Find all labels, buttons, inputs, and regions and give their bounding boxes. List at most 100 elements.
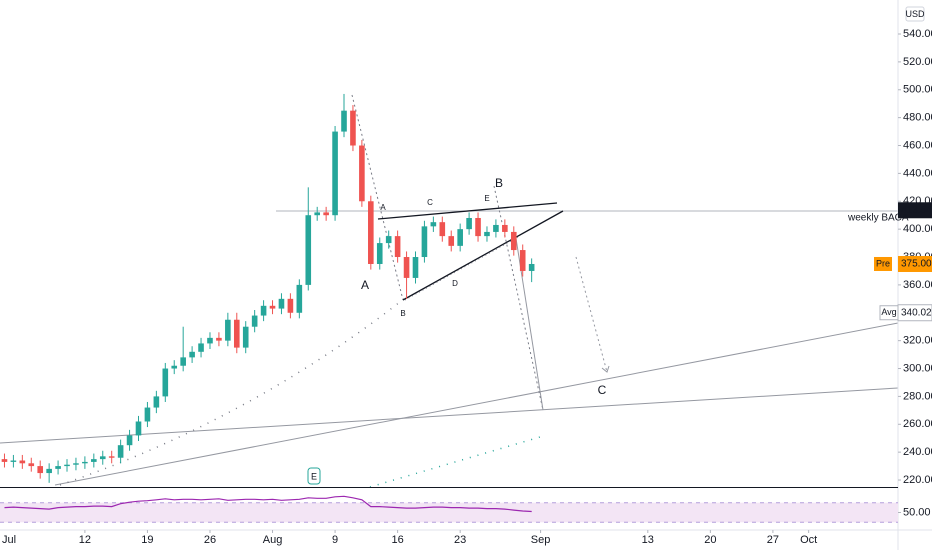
candle-body [323,212,329,216]
candle-body [10,460,17,462]
x-tick-label: 26 [204,534,216,546]
candle-body [144,407,151,422]
candle-body [28,463,35,467]
y-tick-label: 540.00 [903,28,932,40]
triangle-line [402,210,564,301]
price-tag-box [898,255,932,272]
annotation: B [495,176,503,190]
candle-body [332,131,338,216]
candle-body [466,217,472,230]
candle-body [475,217,481,237]
candle-body [19,460,26,464]
candle-body [341,110,347,132]
candle-body [233,319,240,348]
candle-body [64,464,70,467]
candle-body [305,215,312,285]
y-tick-label: 460.00 [903,139,932,151]
drawings [0,94,898,487]
annotation: D [452,279,458,288]
candle-body [135,421,142,436]
y-tick-label: 320.00 [903,335,932,347]
x-tick-label: 20 [704,534,716,546]
currency-box[interactable] [905,6,925,22]
candle-body [394,236,401,258]
candle-body [126,435,133,446]
x-tick-label: 27 [767,534,779,546]
price-tag-label: 413.54 [901,205,932,216]
annotation: A [380,203,386,212]
annotation: B [400,309,405,318]
trend-line [54,322,898,486]
annotation: C [598,383,607,397]
candle-body [314,212,321,216]
candle-body [216,337,222,341]
indicator-tick-label: 50.00 [903,506,931,518]
candle-body [502,224,508,232]
candle-body [457,229,463,246]
candle-body [46,468,52,474]
y-tick-label: 300.00 [903,362,932,374]
candle-body [162,368,169,397]
candle-body [1,459,8,462]
annotation: C [427,198,433,207]
y-tick-label: 440.00 [903,167,932,179]
candle-body [403,257,410,278]
currency[interactable]: USD [905,9,925,19]
y-tick-label: 480.00 [903,112,932,124]
candle-body [55,466,61,469]
y-tick-label: 400.00 [903,223,932,235]
candle-body [484,231,490,237]
candle-body [269,305,276,309]
candle-body [225,319,231,341]
x-tick-label: Jul [2,534,16,546]
y-tick-label: 280.00 [903,390,932,402]
candle-body [385,236,392,244]
y-tick-label: 220.00 [903,474,932,486]
x-tick-label: Aug [263,534,283,546]
candle-body [198,343,204,352]
candle-body [37,466,44,474]
candle-body [278,298,285,309]
price-tag-tag: Pre [876,258,890,268]
y-tick-label: 500.00 [903,84,932,96]
candle-body [448,236,455,246]
indicator-band [0,502,898,523]
projection-arrow [575,256,608,373]
event-icon[interactable] [307,467,321,485]
candle-body [189,351,195,358]
y-tick-label: 260.00 [903,418,932,430]
candle-body [368,201,374,264]
candle-body [359,145,365,202]
candle-body [260,305,267,316]
dotted-path [351,94,404,301]
y-tick-label: 360.00 [903,279,932,291]
candle-body [117,445,124,458]
candle-body [528,263,535,271]
x-tick-label: 9 [332,534,338,546]
candles [1,93,535,483]
x-tick-label: 23 [454,534,466,546]
candle-body [430,222,437,227]
candle-body [251,315,258,327]
candle-body [350,110,356,146]
price-tag-label: 375.00 [901,259,932,270]
candle-body [296,284,303,313]
x-tick-label: 19 [141,534,153,546]
annotation: A [361,278,369,292]
candle-body [108,456,115,458]
candle-body [91,459,97,462]
x-tick-label: 12 [79,534,91,546]
y-tick-label: 240.00 [903,446,932,458]
indicator-line [4,495,532,513]
x-tick-label: 13 [642,534,654,546]
annotation: E [484,194,489,203]
projection-line [514,231,544,411]
dotted-path [493,185,544,411]
candle-body [99,456,106,460]
y-tick-label: 520.00 [903,56,932,68]
annotation: E [311,471,317,481]
dotted-path [369,436,541,487]
annotation: weekly BACA [847,213,909,224]
candle-body [376,243,383,264]
